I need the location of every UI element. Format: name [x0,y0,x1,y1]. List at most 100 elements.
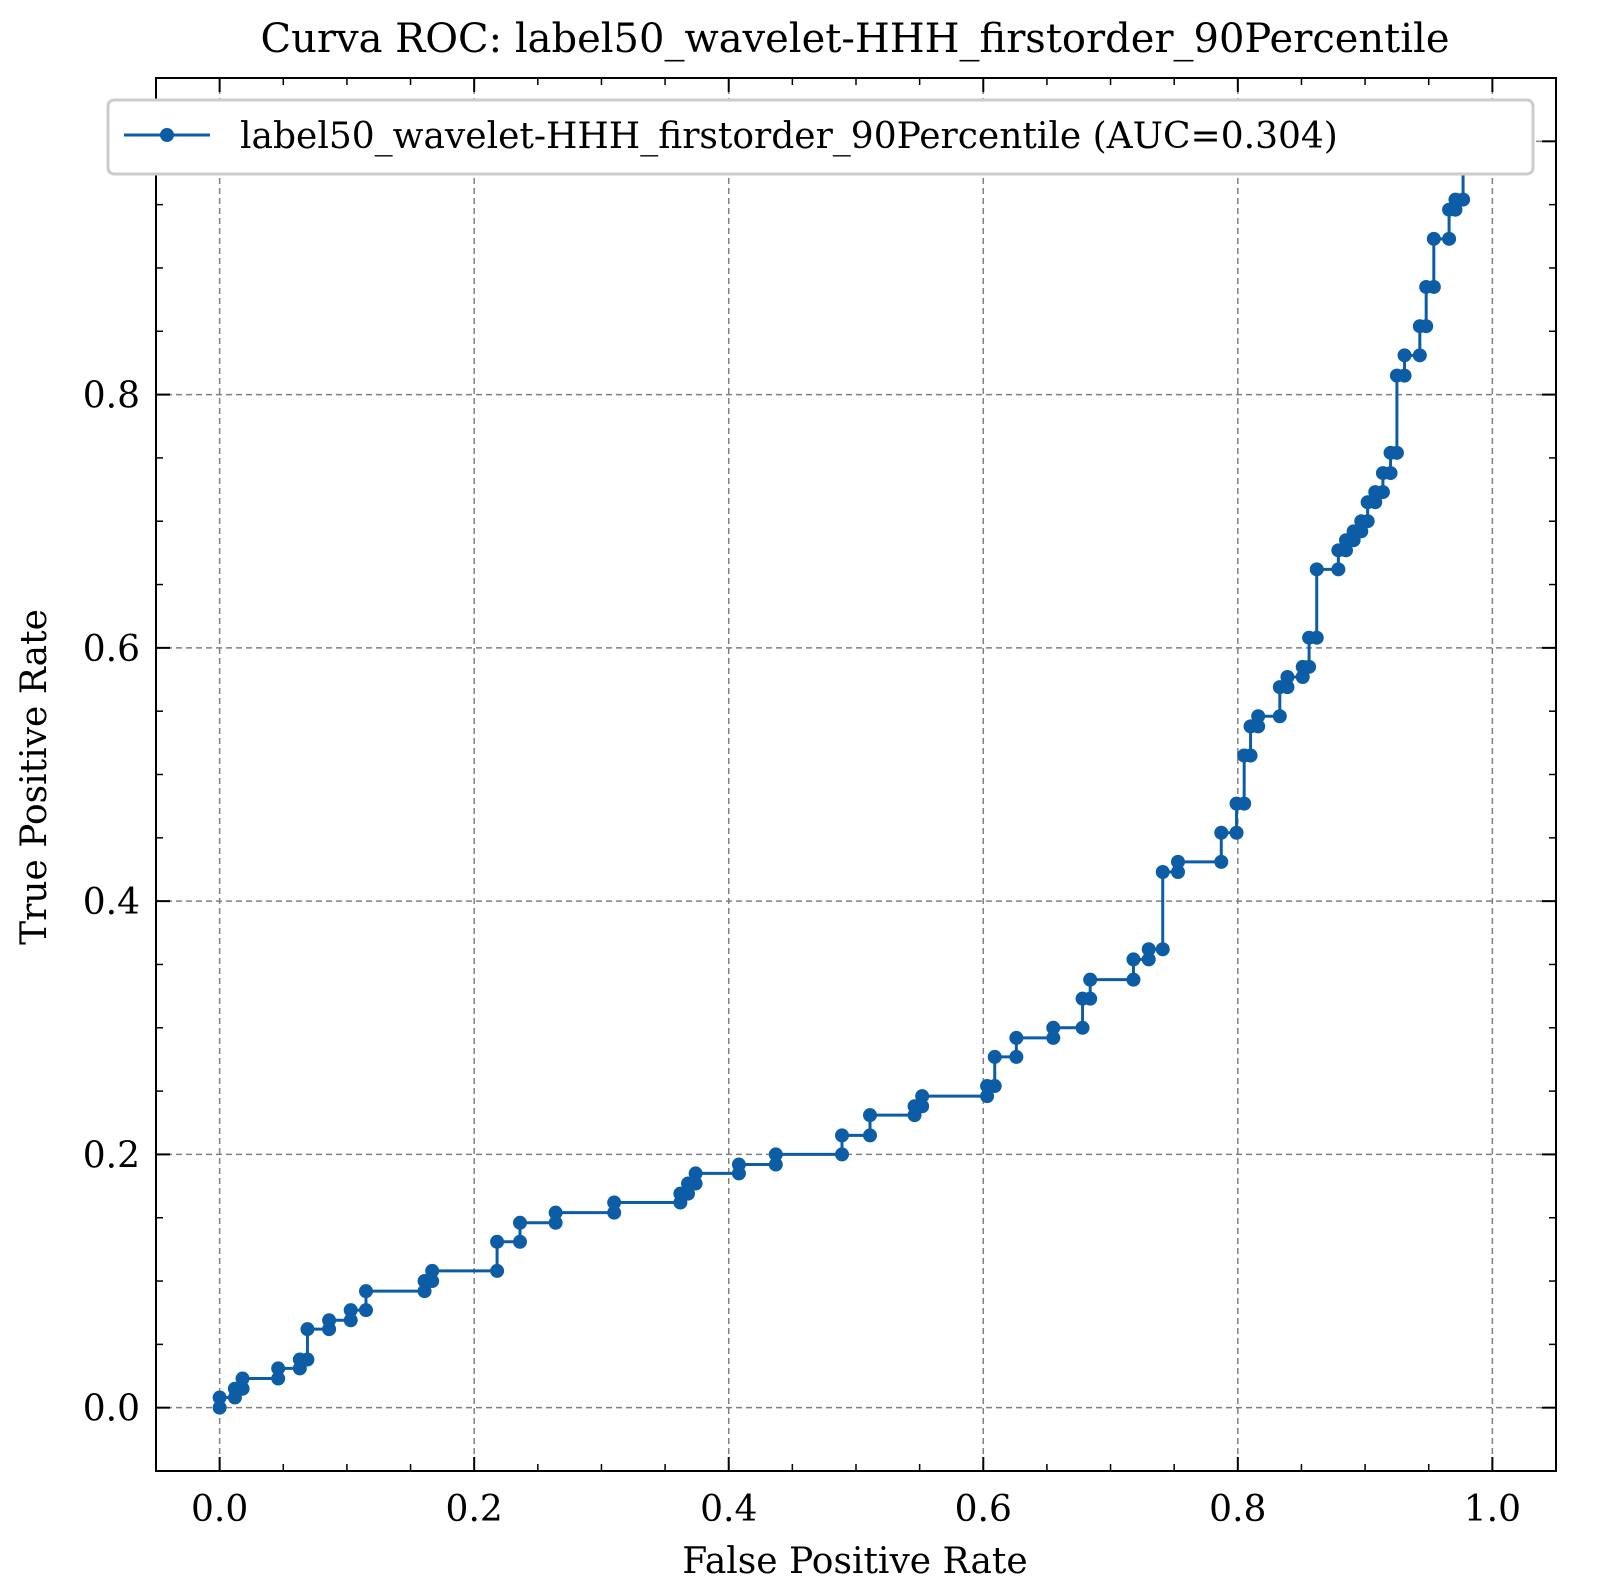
roc-point [987,1079,1002,1094]
roc-point [212,1390,227,1405]
roc-point [425,1263,440,1278]
roc-point [1229,825,1244,840]
y-tick-label: 0.2 [83,1135,140,1176]
roc-point [731,1157,746,1172]
roc-point [835,1147,849,1162]
roc-point [688,1176,703,1191]
roc-point [863,1128,877,1143]
roc-point [987,1049,1002,1064]
x-tick-label: 0.2 [446,1489,503,1530]
roc-point [1046,1020,1061,1035]
roc-point [1397,348,1412,363]
roc-point [359,1284,373,1299]
roc-series [212,134,1471,1415]
roc-point [343,1303,358,1318]
legend-entry-label: label50_wavelet-HHH_firstorder_90Percent… [240,116,1338,157]
roc-point [1389,445,1404,460]
roc-point [1397,368,1412,383]
roc-point [681,1186,695,1201]
roc-point [1214,825,1229,840]
legend: label50_wavelet-HHH_firstorder_90Percent… [106,98,1535,176]
roc-point [417,1284,432,1299]
roc-point [835,1128,849,1143]
roc-point [1412,348,1427,363]
roc-point [1083,972,1098,987]
roc-point [1155,942,1170,957]
roc-point [980,1089,995,1104]
roc-point [1251,719,1266,734]
roc-point [607,1195,622,1210]
y-tick-label: 0.4 [83,882,140,923]
roc-point [607,1205,622,1220]
roc-point [1354,524,1369,539]
roc-point [343,1313,358,1328]
roc-point [1251,709,1266,724]
roc-point [1237,796,1252,811]
roc-point [1171,854,1185,869]
roc-point [359,1303,373,1318]
roc-point [1426,279,1441,294]
grid [156,78,1556,1471]
roc-point [1383,466,1398,481]
y-tick-label: 0.6 [83,629,140,670]
roc-point [1375,485,1390,500]
roc-point [271,1371,286,1386]
roc-point [300,1322,315,1337]
roc-point [548,1215,563,1230]
x-axis-label: False Positive Rate [682,1541,1027,1582]
roc-point [1339,543,1353,558]
chart-title: Curva ROC: label50_wavelet-HHH_firstorde… [260,16,1449,62]
roc-point [1155,865,1170,880]
roc-point [322,1313,337,1328]
roc-point [768,1147,783,1162]
roc-point [235,1381,250,1396]
roc-point [212,1400,227,1415]
roc-point [490,1263,505,1278]
x-tick-label: 0.8 [1209,1489,1266,1530]
x-tick-label: 1.0 [1464,1489,1521,1530]
roc-point [1141,952,1156,967]
legend-box [106,98,1535,176]
roc-point [1126,952,1141,967]
y-axis-label: True Positive Rate [14,609,55,945]
x-tick-label: 0.6 [955,1489,1012,1530]
x-tick-label: 0.0 [191,1489,248,1530]
roc-point [688,1166,703,1181]
axis-ticks: 0.00.20.40.60.81.00.00.20.40.60.81. [83,77,1557,1530]
roc-point [425,1274,440,1289]
roc-point [1171,865,1185,880]
roc-point [1426,231,1441,246]
roc-point [1368,495,1383,510]
roc-point [915,1089,930,1104]
roc-point [1272,709,1287,724]
legend-marker-swatch [160,128,174,142]
roc-point [863,1108,877,1123]
roc-point [1448,202,1463,217]
roc-point [768,1157,783,1172]
roc-point [513,1215,527,1230]
y-tick-label: 0.8 [83,376,140,417]
roc-point [300,1352,315,1367]
roc-point [490,1234,505,1249]
roc-point [1214,854,1229,869]
roc-point [1046,1030,1061,1045]
roc-point [1309,630,1324,645]
roc-point [1141,942,1156,957]
roc-point [1302,659,1317,674]
x-tick-label: 0.4 [700,1489,757,1530]
roc-point [271,1361,286,1376]
roc-point [1419,319,1434,334]
roc-point [1009,1049,1024,1064]
roc-point [235,1371,250,1386]
roc-point [1360,514,1375,529]
roc-point [1009,1030,1024,1045]
roc-point [1126,972,1141,987]
roc-point [1243,748,1258,763]
roc-point [1456,192,1471,207]
roc-point [1075,1020,1090,1035]
roc-point [1083,991,1098,1006]
roc-point [1331,562,1346,577]
roc-point [1280,669,1295,684]
roc-point [1442,231,1457,246]
